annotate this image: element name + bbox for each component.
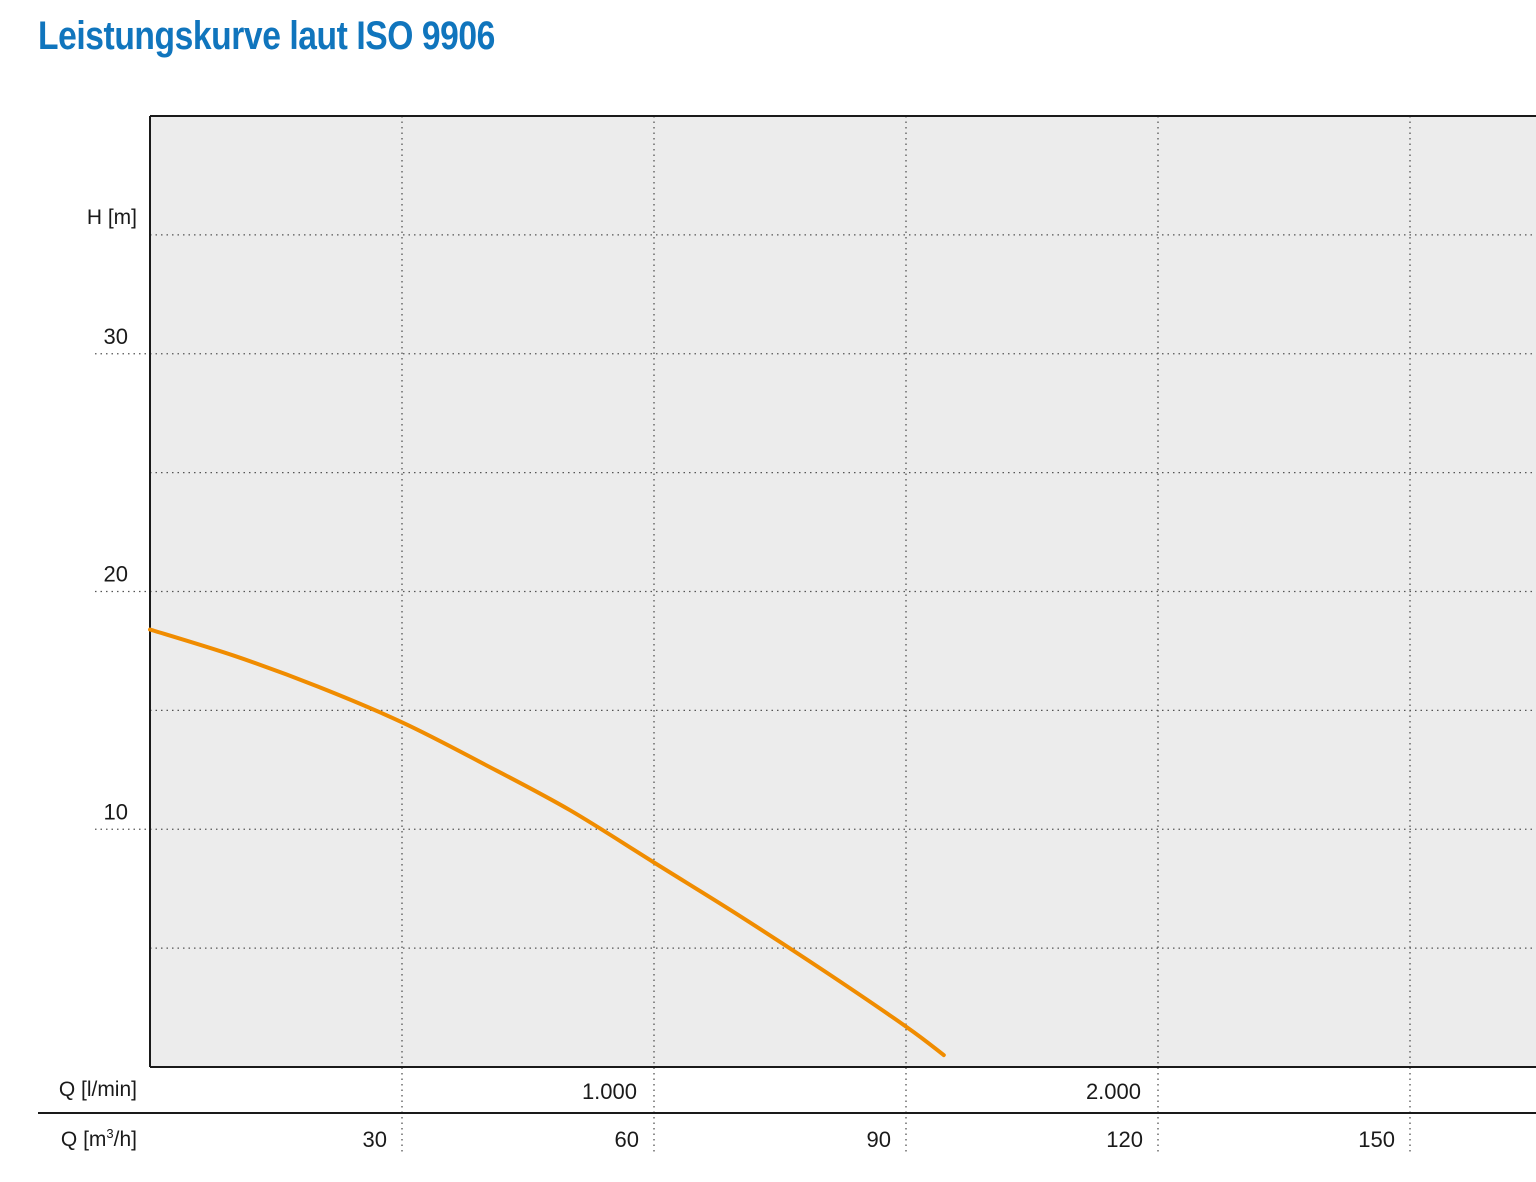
y-axis-label: H [m] (87, 206, 137, 229)
x-axis-label-m3h-prefix: Q [m (61, 1128, 107, 1151)
x-axis-label-lmin: Q [l/min] (59, 1078, 137, 1101)
y-tick-label: 20 (104, 562, 128, 587)
x-axis-label-m3h-suffix: /h] (114, 1128, 137, 1151)
y-tick-label: 30 (104, 324, 128, 349)
x-tick-label-m3h: 150 (1358, 1127, 1395, 1152)
series-layer (148, 627, 946, 1058)
x-tick-label-m3h: 120 (1106, 1127, 1143, 1152)
x-tick-label-lmin: 1.000 (582, 1079, 637, 1104)
x-tick-label-m3h: 90 (867, 1127, 891, 1152)
axes (38, 115, 1536, 1114)
chart-title: Leistungskurve laut ISO 9906 (38, 14, 495, 58)
y-tick-label: 10 (104, 799, 128, 824)
x-axis-label-m3h: Q [m3/h] (61, 1126, 137, 1151)
performance-curve (148, 627, 946, 1058)
x-axis-label-m3h-sup: 3 (106, 1126, 113, 1141)
tick-labels: 10 20 30 1.000 2.000 30 60 90 120 150 (104, 324, 1395, 1152)
x-tick-label-lmin: 2.000 (1086, 1079, 1141, 1104)
x-tick-label-m3h: 60 (615, 1127, 639, 1152)
grid-lines (95, 116, 1536, 1152)
x-tick-label-m3h: 30 (363, 1127, 387, 1152)
